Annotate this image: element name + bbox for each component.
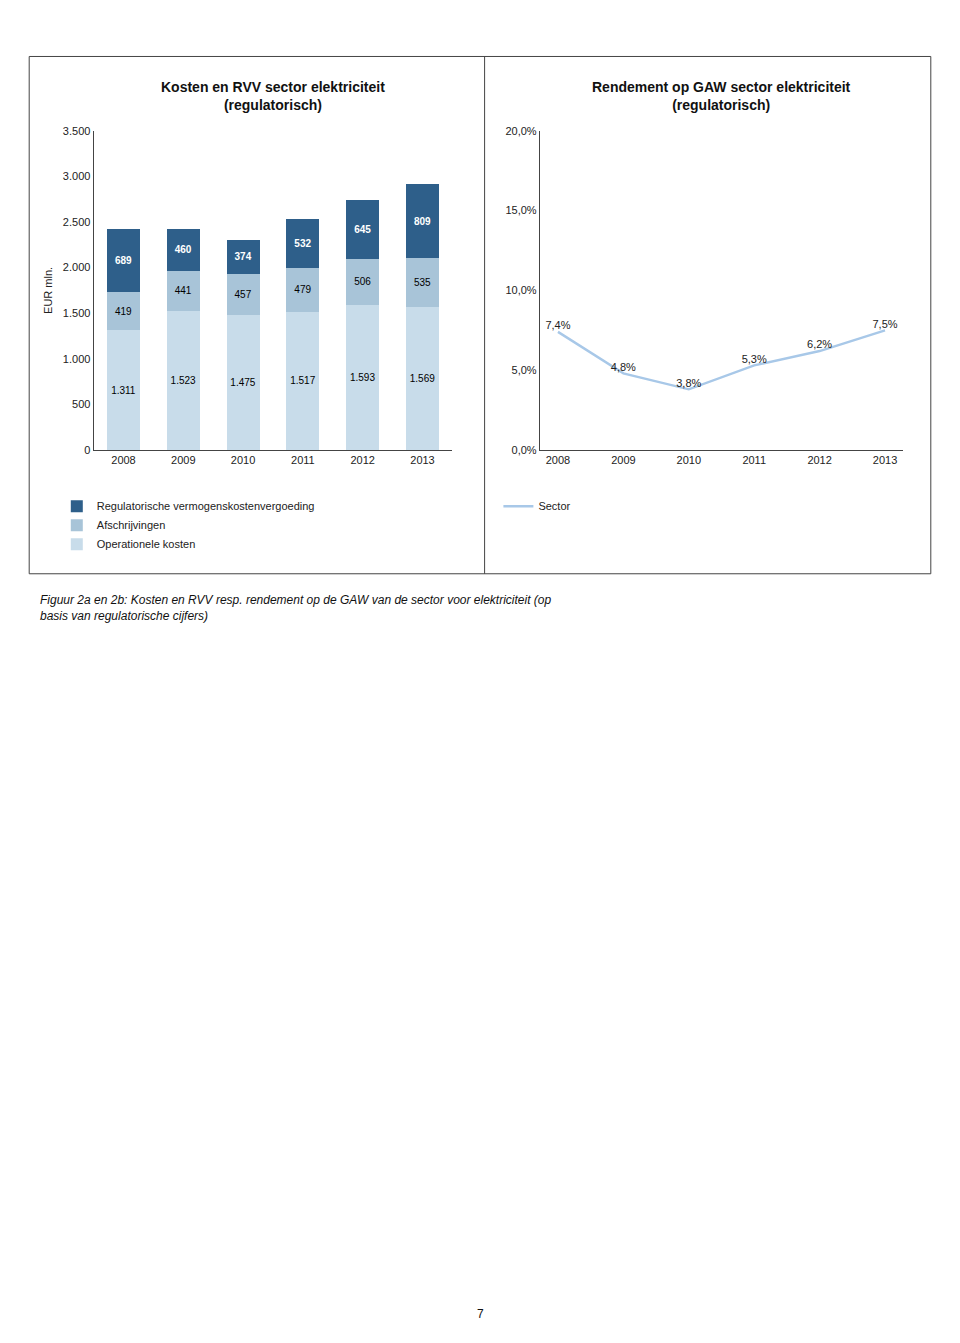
svg-text:2.500: 2.500 bbox=[63, 216, 91, 228]
svg-text:20,0%: 20,0% bbox=[505, 125, 536, 137]
svg-text:457: 457 bbox=[235, 289, 252, 300]
svg-text:Afschrijvingen: Afschrijvingen bbox=[97, 519, 165, 531]
svg-text:7: 7 bbox=[477, 1307, 484, 1321]
svg-text:15,0%: 15,0% bbox=[505, 204, 536, 216]
svg-text:1.500: 1.500 bbox=[63, 307, 91, 319]
svg-text:6,2%: 6,2% bbox=[807, 338, 832, 350]
svg-text:1.475: 1.475 bbox=[230, 377, 255, 388]
svg-text:419: 419 bbox=[115, 306, 132, 317]
svg-text:Figuur 2a en 2b: Kosten en RVV: Figuur 2a en 2b: Kosten en RVV resp. ren… bbox=[40, 593, 551, 623]
svg-text:506: 506 bbox=[354, 276, 371, 287]
svg-text:2010: 2010 bbox=[677, 454, 701, 466]
svg-text:4,8%: 4,8% bbox=[611, 361, 636, 373]
svg-text:3.500: 3.500 bbox=[63, 125, 91, 137]
svg-text:3.000: 3.000 bbox=[63, 170, 91, 182]
svg-text:Sector: Sector bbox=[538, 500, 570, 512]
svg-text:7,5%: 7,5% bbox=[872, 318, 897, 330]
svg-text:0: 0 bbox=[84, 444, 90, 456]
svg-text:809: 809 bbox=[414, 216, 431, 227]
svg-text:10,0%: 10,0% bbox=[505, 284, 536, 296]
svg-text:2010: 2010 bbox=[231, 454, 255, 466]
svg-text:460: 460 bbox=[175, 244, 192, 255]
svg-text:1.569: 1.569 bbox=[410, 373, 435, 384]
svg-text:1.517: 1.517 bbox=[290, 375, 315, 386]
svg-text:689: 689 bbox=[115, 255, 132, 266]
svg-text:2.000: 2.000 bbox=[63, 261, 91, 273]
svg-text:2008: 2008 bbox=[546, 454, 570, 466]
svg-text:5,3%: 5,3% bbox=[742, 353, 767, 365]
svg-text:2013: 2013 bbox=[410, 454, 434, 466]
svg-text:645: 645 bbox=[354, 224, 371, 235]
svg-text:Kosten en RVV sector elektrici: Kosten en RVV sector elektriciteit(regul… bbox=[161, 79, 385, 113]
svg-text:5,0%: 5,0% bbox=[512, 364, 537, 376]
svg-text:EUR mln.: EUR mln. bbox=[42, 267, 54, 314]
svg-text:2013: 2013 bbox=[873, 454, 897, 466]
svg-text:532: 532 bbox=[294, 238, 311, 249]
svg-text:479: 479 bbox=[294, 284, 311, 295]
svg-text:1.000: 1.000 bbox=[63, 353, 91, 365]
svg-text:1.523: 1.523 bbox=[171, 375, 196, 386]
svg-text:2012: 2012 bbox=[350, 454, 374, 466]
svg-text:1.311: 1.311 bbox=[111, 385, 136, 396]
svg-text:Operationele kosten: Operationele kosten bbox=[97, 538, 195, 550]
svg-text:2011: 2011 bbox=[291, 454, 315, 466]
svg-text:441: 441 bbox=[175, 285, 192, 296]
svg-text:2012: 2012 bbox=[807, 454, 831, 466]
svg-text:Regulatorische vermogenskosten: Regulatorische vermogenskostenvergoeding bbox=[97, 500, 315, 512]
svg-text:7,4%: 7,4% bbox=[545, 319, 570, 331]
svg-text:2011: 2011 bbox=[742, 454, 766, 466]
svg-text:2009: 2009 bbox=[611, 454, 635, 466]
svg-text:500: 500 bbox=[72, 398, 90, 410]
svg-text:Rendement op GAW sector elektr: Rendement op GAW sector elektriciteit(re… bbox=[592, 79, 851, 113]
svg-text:374: 374 bbox=[235, 251, 252, 262]
svg-text:2009: 2009 bbox=[171, 454, 195, 466]
svg-text:3,8%: 3,8% bbox=[676, 377, 701, 389]
svg-text:0,0%: 0,0% bbox=[512, 444, 537, 456]
svg-text:535: 535 bbox=[414, 277, 431, 288]
svg-text:1.593: 1.593 bbox=[350, 372, 375, 383]
svg-text:2008: 2008 bbox=[111, 454, 135, 466]
